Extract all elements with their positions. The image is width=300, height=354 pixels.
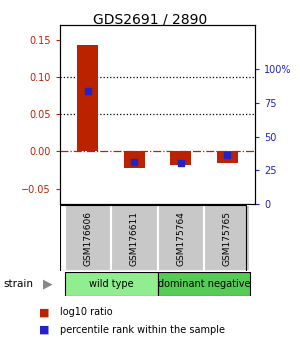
Bar — [158, 272, 250, 296]
Text: strain: strain — [3, 279, 33, 289]
Text: GSM175764: GSM175764 — [176, 211, 185, 266]
Text: dominant negative: dominant negative — [158, 279, 250, 289]
Bar — [158, 205, 204, 271]
Bar — [64, 272, 158, 296]
Bar — [170, 152, 191, 165]
Point — [85, 88, 90, 94]
Text: wild type: wild type — [89, 279, 134, 289]
Text: GSM175765: GSM175765 — [223, 211, 232, 266]
Bar — [124, 152, 145, 168]
Bar — [64, 205, 111, 271]
Text: ▶: ▶ — [43, 278, 52, 291]
Text: GSM176606: GSM176606 — [83, 211, 92, 266]
Bar — [111, 205, 158, 271]
Text: ■: ■ — [39, 325, 50, 335]
Text: ■: ■ — [39, 307, 50, 317]
Point — [178, 160, 183, 166]
Bar — [217, 152, 238, 162]
Bar — [77, 45, 98, 152]
Text: GDS2691 / 2890: GDS2691 / 2890 — [93, 12, 207, 27]
Point — [225, 153, 230, 158]
Bar — [204, 205, 250, 271]
Text: percentile rank within the sample: percentile rank within the sample — [60, 325, 225, 335]
Text: log10 ratio: log10 ratio — [60, 307, 112, 317]
Point — [132, 159, 137, 165]
Text: GSM176611: GSM176611 — [130, 211, 139, 266]
